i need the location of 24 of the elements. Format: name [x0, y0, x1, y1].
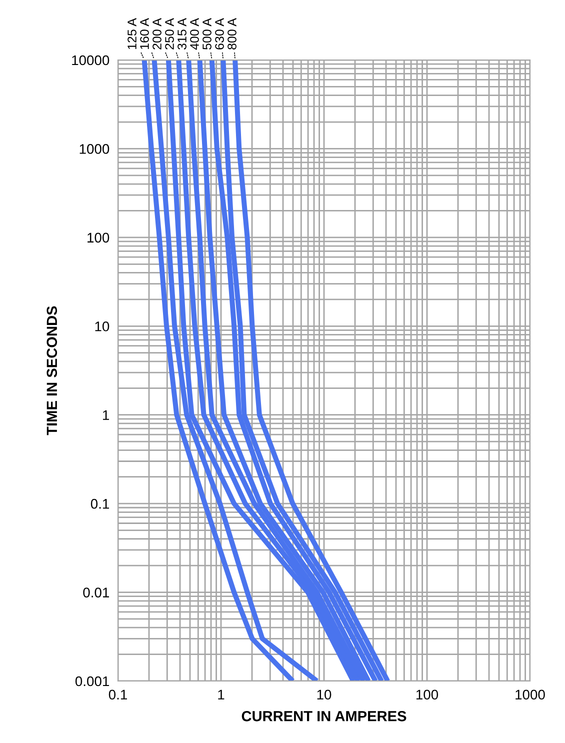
text: 200 A	[152, 18, 162, 50]
text: 250 A	[165, 18, 174, 50]
y-tick-label: 100	[88, 232, 110, 243]
x-tick-label: 1	[218, 690, 224, 700]
text: 315 A	[178, 18, 186, 50]
text: 800 A	[228, 18, 236, 50]
y-tick-label: 0.01	[83, 588, 109, 598]
y-tick-label: 0.1	[90, 498, 109, 509]
x-tick-label: 100	[416, 690, 438, 700]
y-tick-label: 1	[103, 410, 109, 420]
x-axis-title: CURRENT IN AMPERES	[242, 711, 406, 722]
text: 125 A	[128, 18, 136, 50]
x-tick-label: 10	[317, 690, 332, 700]
x-tick-label: 1000	[516, 690, 545, 700]
y-tick-label: 10	[95, 321, 110, 332]
text: 500 A	[202, 18, 212, 50]
y-tick-label: 10000	[72, 55, 110, 66]
y-tick-label: 0.001	[75, 676, 109, 686]
y-axis-title: TIME IN SECONDS	[46, 306, 58, 436]
y-tick-label: 1000	[80, 144, 110, 154]
text: 160 A	[140, 18, 149, 50]
text: 630 A	[215, 18, 224, 50]
x-tick-label: 0.1	[108, 690, 127, 700]
text: 400 A	[190, 18, 199, 50]
